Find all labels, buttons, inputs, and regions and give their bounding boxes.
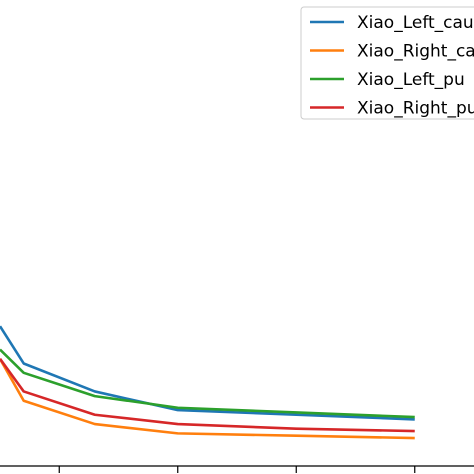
series-line-3 [0, 358, 415, 433]
series-line-1 [0, 358, 415, 440]
legend: Xiao_Left_cau Xiao_Right_ca Xiao_Left_pu Xi… [300, 6, 474, 120]
legend-label-1: Xiao_Right_ca [357, 42, 474, 62]
series-line-2 [0, 348, 415, 419]
plot-area [0, 325, 415, 440]
legend-label-2: Xiao_Left_pu [357, 70, 465, 90]
legend-box [300, 6, 474, 120]
legend-label-0: Xiao_Left_cau [357, 13, 474, 33]
legend-label-3: Xiao_Right_pu [357, 99, 474, 119]
x-axis [0, 465, 474, 473]
